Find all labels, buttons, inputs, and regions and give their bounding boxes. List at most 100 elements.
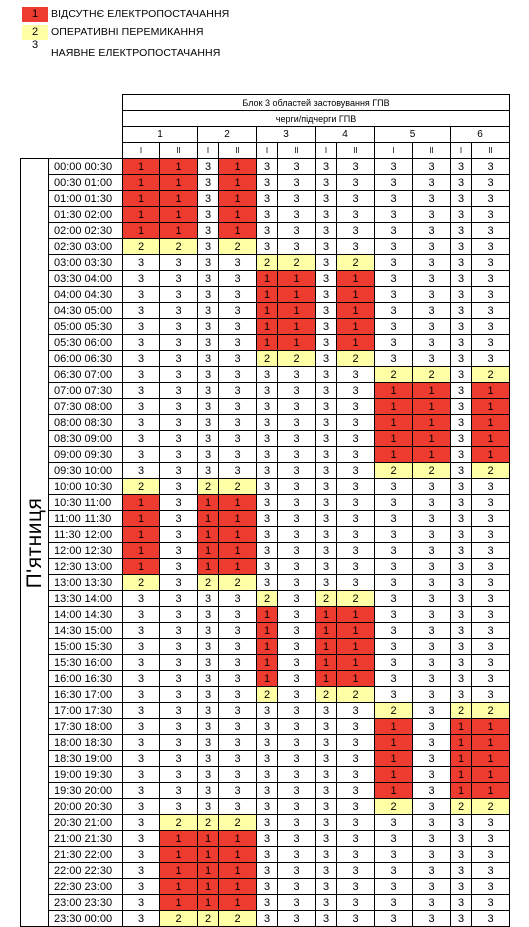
time-end: 09:30 <box>81 446 124 463</box>
status-cell: 3 <box>122 286 161 303</box>
status-cell: 2 <box>197 574 220 591</box>
status-cell: 3 <box>374 510 414 527</box>
status-cell: 3 <box>412 798 452 815</box>
status-cell: 3 <box>336 158 376 175</box>
time-start: 19:00 <box>47 766 82 783</box>
status-cell: 3 <box>159 382 199 399</box>
time-start: 23:30 <box>47 910 82 927</box>
status-cell: 3 <box>122 638 161 655</box>
status-cell: 3 <box>197 622 220 639</box>
status-cell: 1 <box>159 862 199 879</box>
table-row: 05:30 06:00 3 3 3 3 1 1 3 1 3 3 3 3 <box>21 334 511 351</box>
legend-item-switching: 2 ОПЕРАТИВНІ ПЕРЕМИКАННЯ <box>22 24 204 40</box>
time-start: 11:30 <box>47 526 82 543</box>
status-cell: 3 <box>315 206 338 223</box>
time-end: 16:30 <box>81 670 124 687</box>
status-cell: 3 <box>256 766 279 783</box>
status-cell: 3 <box>277 686 317 703</box>
status-cell: 3 <box>218 414 258 431</box>
table-body: П'ятниця 00:00 00:30 1 1 3 1 3 3 3 3 3 3 3 3 00:30 01:00… <box>20 158 511 927</box>
status-cell: 3 <box>277 862 317 879</box>
status-cell: 3 <box>471 190 511 207</box>
status-cell: 3 <box>450 814 473 831</box>
status-cell: 3 <box>315 302 338 319</box>
time-end: 00:30 <box>81 158 124 175</box>
status-cell: 2 <box>412 462 452 479</box>
table-row: 06:30 07:00 3 3 3 3 3 3 3 3 2 2 3 2 <box>21 366 511 383</box>
status-cell: 3 <box>122 302 161 319</box>
status-cell: 3 <box>122 446 161 463</box>
status-cell: 3 <box>315 190 338 207</box>
status-cell: 1 <box>450 782 473 799</box>
time-end: 19:00 <box>81 750 124 767</box>
time-start: 07:30 <box>47 398 82 415</box>
status-cell: 3 <box>471 622 511 639</box>
status-cell: 1 <box>471 734 511 751</box>
status-cell: 3 <box>159 510 199 527</box>
time-start: 00:00 <box>47 158 82 175</box>
status-cell: 3 <box>159 270 199 287</box>
time-start: 11:00 <box>47 510 82 527</box>
status-cell: 3 <box>471 334 511 351</box>
status-cell: 1 <box>336 286 376 303</box>
status-cell: 1 <box>374 734 414 751</box>
status-cell: 3 <box>197 654 220 671</box>
status-cell: 3 <box>197 462 220 479</box>
status-cell: 3 <box>159 478 199 495</box>
queue-header: 6 <box>450 126 511 143</box>
status-cell: 3 <box>315 286 338 303</box>
status-cell: 1 <box>256 606 279 623</box>
status-cell: 3 <box>218 446 258 463</box>
time-start: 06:00 <box>47 350 82 367</box>
status-cell: 3 <box>374 622 414 639</box>
time-start: 21:00 <box>47 830 82 847</box>
status-cell: 3 <box>374 686 414 703</box>
status-cell: 2 <box>159 238 199 255</box>
status-cell: 3 <box>277 750 317 767</box>
status-cell: 3 <box>374 526 414 543</box>
status-cell: 3 <box>471 174 511 191</box>
schedule-table: Блок 3 областей застовування ГПВ черги/п… <box>20 94 511 927</box>
table-row: 23:30 00:00 3 2 2 2 3 3 3 3 3 3 3 3 <box>21 910 511 927</box>
status-cell: 1 <box>412 382 452 399</box>
status-cell: 3 <box>450 830 473 847</box>
status-cell: 2 <box>471 798 511 815</box>
status-cell: 3 <box>256 542 279 559</box>
status-cell: 2 <box>122 478 161 495</box>
status-cell: 3 <box>374 222 414 239</box>
time-end: 23:30 <box>81 894 124 911</box>
table-row: 16:30 17:00 3 3 3 3 2 3 2 2 3 3 3 3 <box>21 686 511 703</box>
status-cell: 1 <box>471 766 511 783</box>
status-cell: 3 <box>374 494 414 511</box>
time-end: 22:30 <box>81 862 124 879</box>
status-cell: 3 <box>412 894 452 911</box>
time-end: 07:30 <box>81 382 124 399</box>
status-cell: 3 <box>277 430 317 447</box>
status-cell: 3 <box>315 222 338 239</box>
status-cell: 3 <box>471 606 511 623</box>
time-start: 20:00 <box>47 798 82 815</box>
status-cell: 3 <box>471 526 511 543</box>
status-cell: 3 <box>218 782 258 799</box>
status-cell: 3 <box>412 222 452 239</box>
table-row: 12:30 13:00 1 3 1 1 3 3 3 3 3 3 3 3 <box>21 558 511 575</box>
status-cell: 3 <box>374 238 414 255</box>
table-row: 20:00 20:30 3 3 3 3 3 3 3 3 2 3 2 2 <box>21 798 511 815</box>
status-cell: 3 <box>450 574 473 591</box>
status-cell: 2 <box>374 798 414 815</box>
status-cell: 1 <box>471 398 511 415</box>
table-row: 17:30 18:00 3 3 3 3 3 3 3 3 1 3 1 1 <box>21 718 511 735</box>
status-cell: 3 <box>159 526 199 543</box>
status-cell: 3 <box>122 254 161 271</box>
status-cell: 3 <box>159 446 199 463</box>
status-cell: 3 <box>471 894 511 911</box>
status-cell: 1 <box>315 622 338 639</box>
subqueue-header: I <box>315 142 338 159</box>
status-cell: 3 <box>315 318 338 335</box>
status-cell: 3 <box>412 574 452 591</box>
table-row: 18:30 19:00 3 3 3 3 3 3 3 3 1 3 1 1 <box>21 750 511 767</box>
status-cell: 1 <box>256 302 279 319</box>
status-cell: 3 <box>122 830 161 847</box>
status-cell: 3 <box>336 174 376 191</box>
status-cell: 3 <box>256 734 279 751</box>
